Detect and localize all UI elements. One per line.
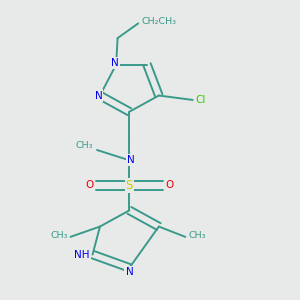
Text: N: N xyxy=(94,91,102,100)
Text: CH₃: CH₃ xyxy=(75,141,93,150)
Text: NH: NH xyxy=(74,250,90,260)
Text: N: N xyxy=(125,267,133,277)
Text: O: O xyxy=(166,180,174,190)
Text: CH₃: CH₃ xyxy=(50,231,68,240)
Text: CH₃: CH₃ xyxy=(188,231,206,240)
Text: Cl: Cl xyxy=(195,95,206,105)
Text: N: N xyxy=(111,58,119,68)
Text: CH₂CH₃: CH₂CH₃ xyxy=(141,16,176,26)
Text: O: O xyxy=(85,180,93,190)
Text: S: S xyxy=(126,179,133,192)
Text: N: N xyxy=(127,155,135,165)
